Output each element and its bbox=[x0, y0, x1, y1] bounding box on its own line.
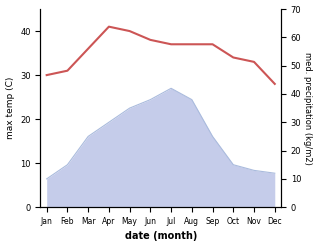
X-axis label: date (month): date (month) bbox=[125, 231, 197, 242]
Y-axis label: max temp (C): max temp (C) bbox=[5, 77, 15, 139]
Y-axis label: med. precipitation (kg/m2): med. precipitation (kg/m2) bbox=[303, 52, 313, 165]
